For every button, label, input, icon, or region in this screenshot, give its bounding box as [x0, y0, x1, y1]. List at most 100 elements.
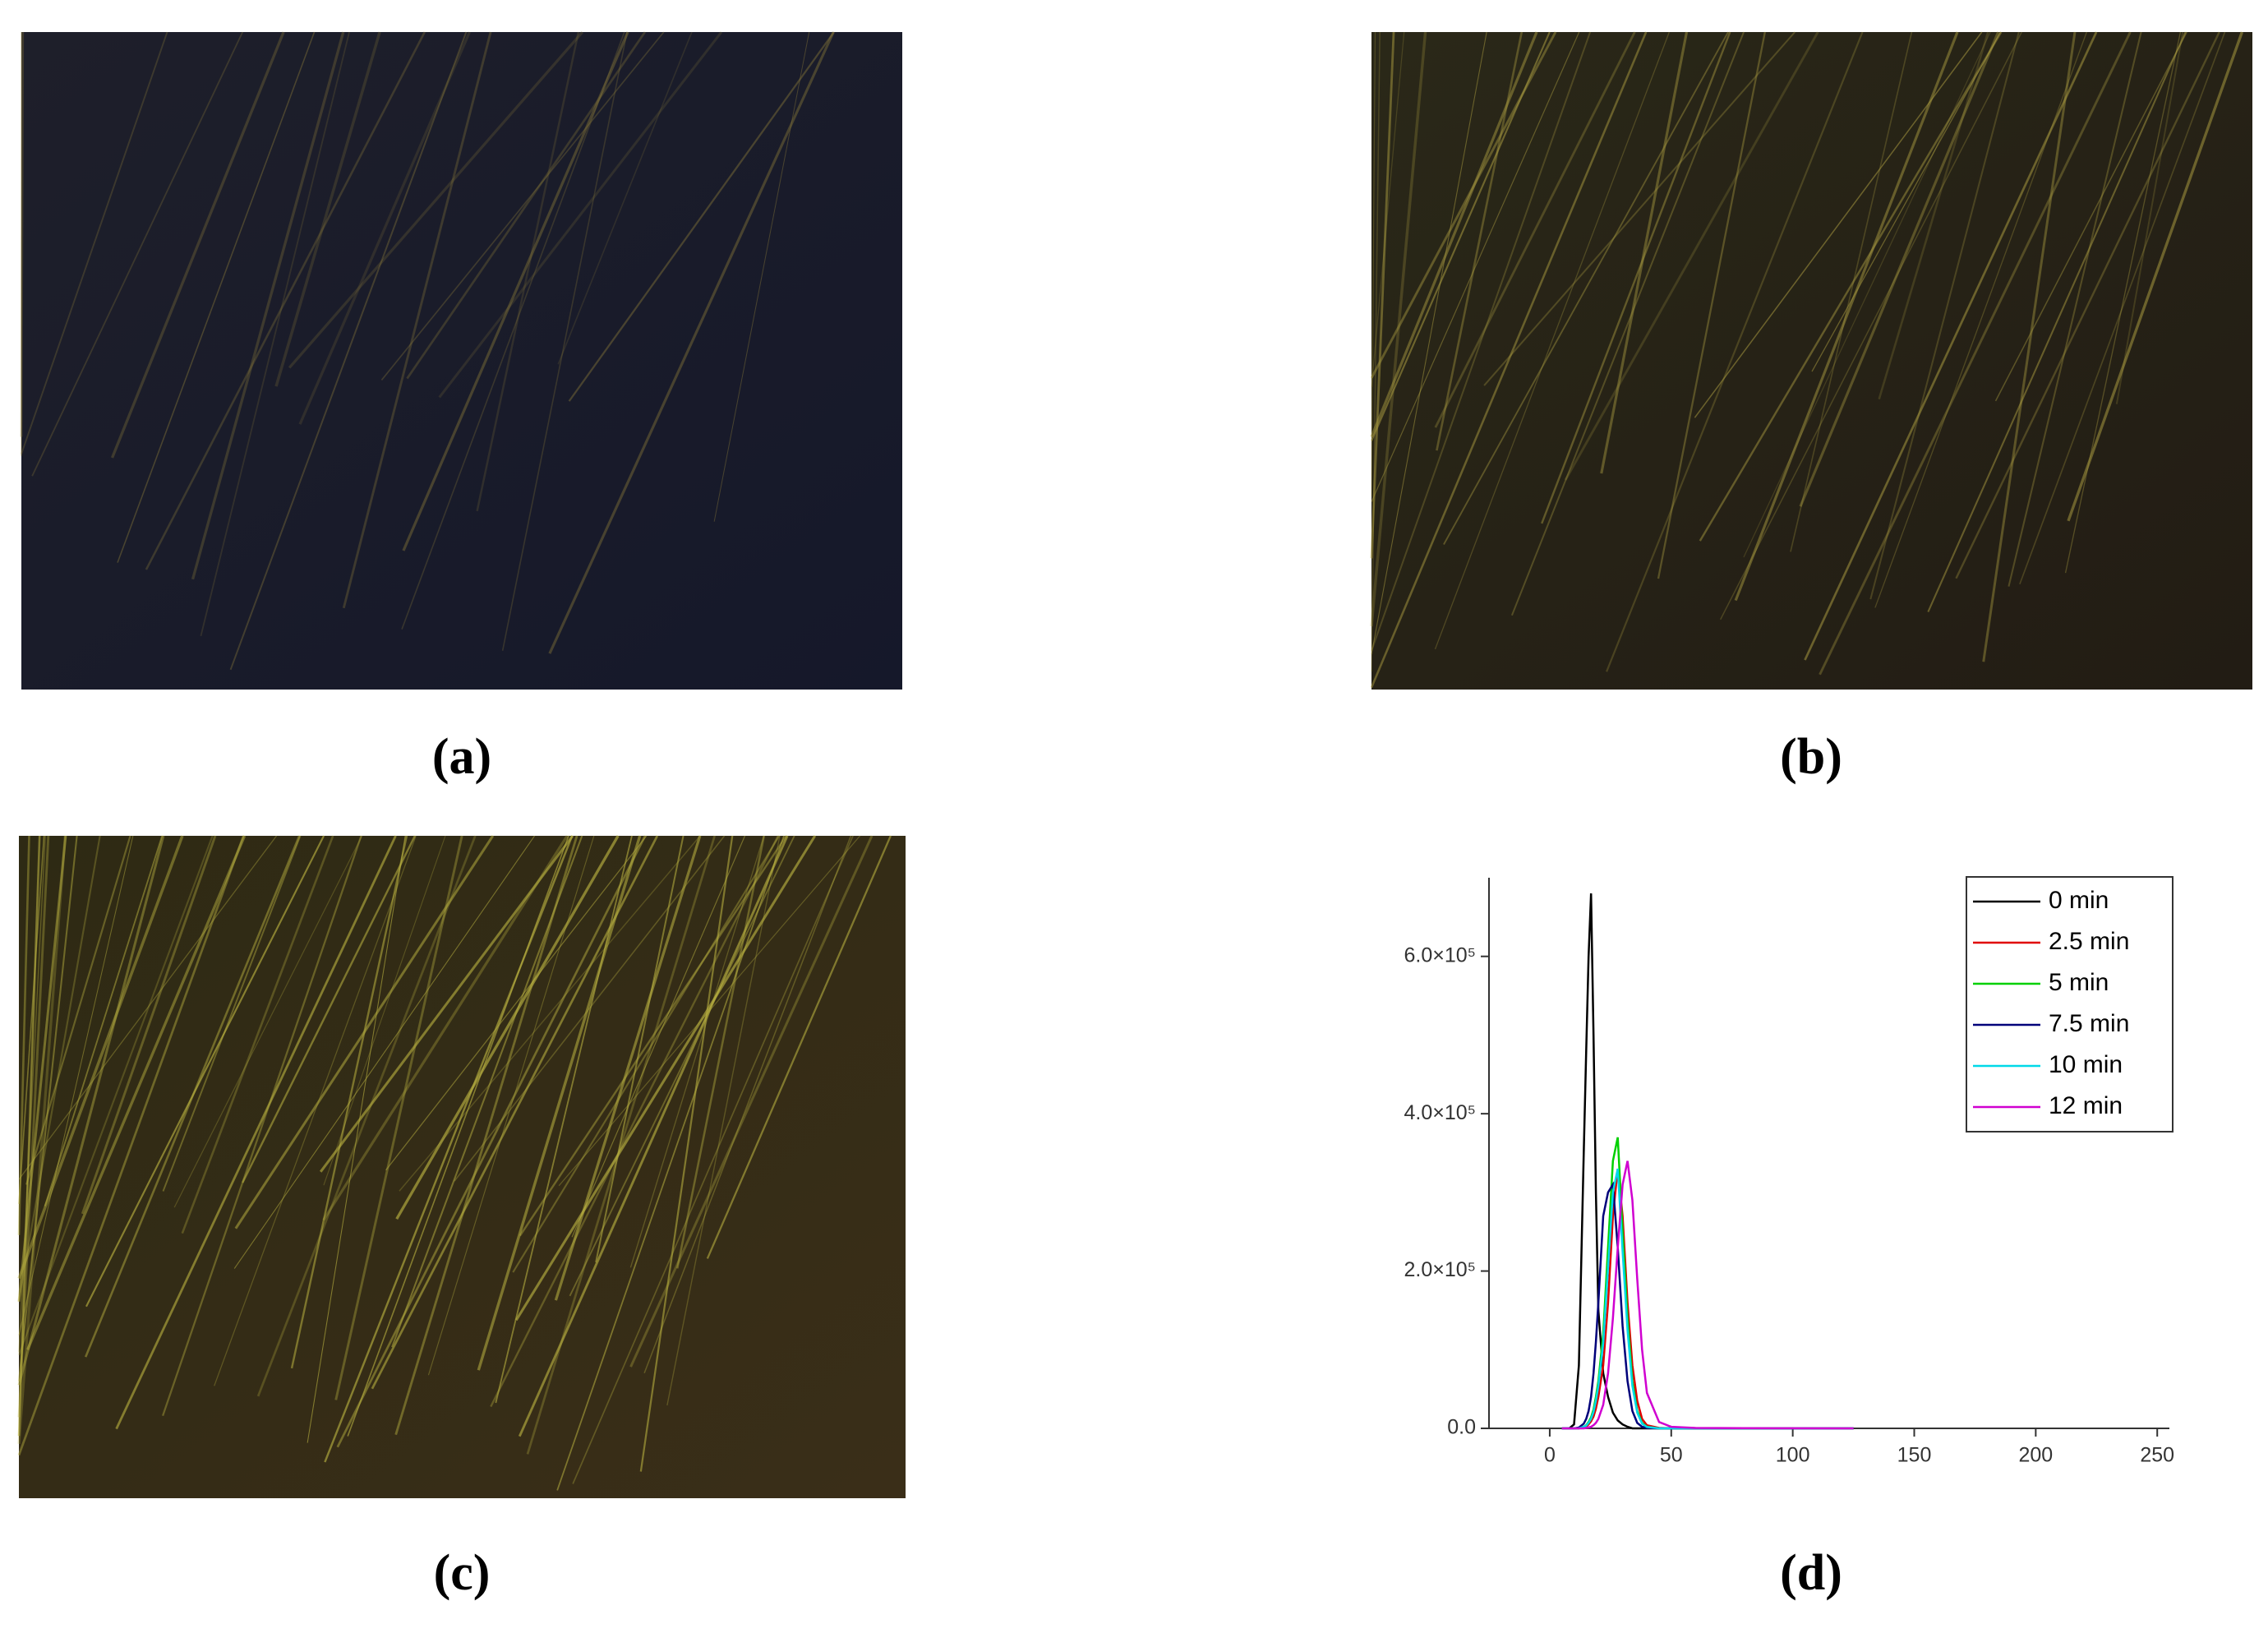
y-tick-label: 2.0×10⁵	[1404, 1258, 1476, 1281]
fiber	[200, 31, 350, 637]
x-tick-label: 0	[1544, 1444, 1556, 1467]
legend-label: 0 min	[2049, 887, 2109, 914]
fiber	[2115, 31, 2184, 404]
fiber	[518, 835, 789, 1437]
fiber	[1370, 31, 1395, 559]
fiber	[2008, 31, 2142, 587]
fiber	[1606, 31, 1864, 672]
fiber	[477, 835, 642, 1371]
fiber	[629, 835, 874, 1368]
fiber	[371, 835, 659, 1390]
fiber	[1371, 31, 1487, 655]
fiber	[572, 835, 854, 1484]
fiber	[290, 835, 408, 1369]
fiber	[1564, 31, 1819, 481]
fiber	[18, 835, 134, 1335]
fiber	[18, 835, 214, 1356]
fiber	[1657, 31, 1766, 579]
fiber	[1699, 31, 2003, 542]
fiber	[399, 835, 701, 1192]
panel-label: (b)	[1780, 729, 1842, 785]
fiber	[1874, 31, 2087, 608]
fiber	[17, 835, 30, 1235]
fiber	[44, 835, 164, 1206]
fiber	[31, 31, 244, 477]
fiber	[1719, 31, 2022, 620]
fiber	[1371, 31, 1381, 672]
fiber	[1370, 31, 1427, 627]
fiber	[526, 835, 716, 1455]
fiber	[1804, 31, 2098, 661]
fiber	[501, 31, 628, 651]
fiber	[643, 835, 852, 1374]
legend-label: 2.5 min	[2049, 928, 2129, 955]
fiber	[514, 835, 817, 1322]
histogram-chart: 0.0 2.0×10⁵ 4.0×10⁵ 6.0×10⁵ 0 50 100 150 200 250 0…	[1404, 876, 2174, 1467]
fiber	[17, 835, 165, 1386]
y-tick-label: 0.0	[1447, 1416, 1476, 1439]
fiber	[17, 835, 41, 1437]
fiber	[336, 835, 647, 1448]
fiber	[191, 31, 345, 580]
legend-label: 12 min	[2049, 1092, 2123, 1119]
x-tick-label: 50	[1660, 1444, 1683, 1467]
fiber	[1371, 31, 1592, 652]
fiber	[706, 835, 892, 1259]
fiber	[17, 835, 78, 1382]
fiber	[406, 31, 646, 380]
panel-label: (a)	[432, 729, 491, 785]
fiber	[1541, 31, 1731, 524]
fiber	[675, 835, 766, 1269]
fibers	[17, 30, 2243, 1491]
fiber	[1370, 31, 1648, 689]
fiber	[229, 31, 468, 671]
x-tick-label: 100	[1776, 1444, 1810, 1467]
fiber	[1743, 31, 1991, 558]
fiber	[298, 31, 471, 425]
fiber	[2064, 31, 2182, 574]
fiber	[554, 835, 702, 1301]
fiber	[1371, 31, 1551, 441]
fiber	[438, 31, 723, 399]
legend-label: 7.5 min	[2049, 1010, 2129, 1037]
fiber	[385, 835, 648, 1171]
fiber	[1370, 31, 1538, 438]
fiber	[1799, 31, 2000, 507]
fiber	[17, 835, 101, 1301]
fiber	[1436, 31, 1524, 451]
fiber	[1371, 31, 1580, 502]
fiber	[18, 835, 46, 1353]
fiber	[380, 31, 665, 381]
fiber	[17, 835, 245, 1456]
fiber	[115, 835, 397, 1430]
fiber	[81, 835, 217, 1215]
fiber	[476, 31, 580, 512]
fiber	[394, 835, 579, 1436]
panel-label: (c)	[434, 1545, 491, 1601]
fiber	[25, 835, 131, 1185]
fiber	[571, 835, 746, 1238]
fiber	[1443, 31, 1729, 545]
x-tick-label: 250	[2140, 1444, 2174, 1467]
fiber	[1600, 31, 1689, 474]
fiber	[322, 835, 569, 1221]
y-tick-label: 6.0×10⁵	[1404, 943, 1476, 966]
fiber	[162, 835, 362, 1417]
fiber	[288, 30, 584, 369]
fiber	[1869, 31, 2020, 600]
fiber	[85, 835, 325, 1308]
fiber	[20, 31, 25, 437]
fiber	[242, 835, 416, 1183]
fiber	[1734, 31, 1959, 602]
legend-label: 10 min	[2049, 1051, 2123, 1078]
fiber	[233, 835, 535, 1269]
fiber	[454, 835, 726, 1182]
fiber	[2019, 31, 2226, 585]
fiber	[1790, 31, 1913, 552]
fiber	[1694, 31, 1983, 418]
legend-label: 5 min	[2049, 969, 2109, 996]
fiber	[21, 31, 168, 454]
fiber	[1994, 31, 2187, 402]
fiber	[713, 31, 810, 522]
fiber	[181, 835, 334, 1234]
